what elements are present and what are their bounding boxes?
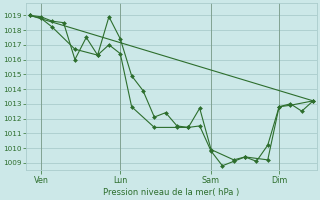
- X-axis label: Pression niveau de la mer( hPa ): Pression niveau de la mer( hPa ): [103, 188, 239, 197]
